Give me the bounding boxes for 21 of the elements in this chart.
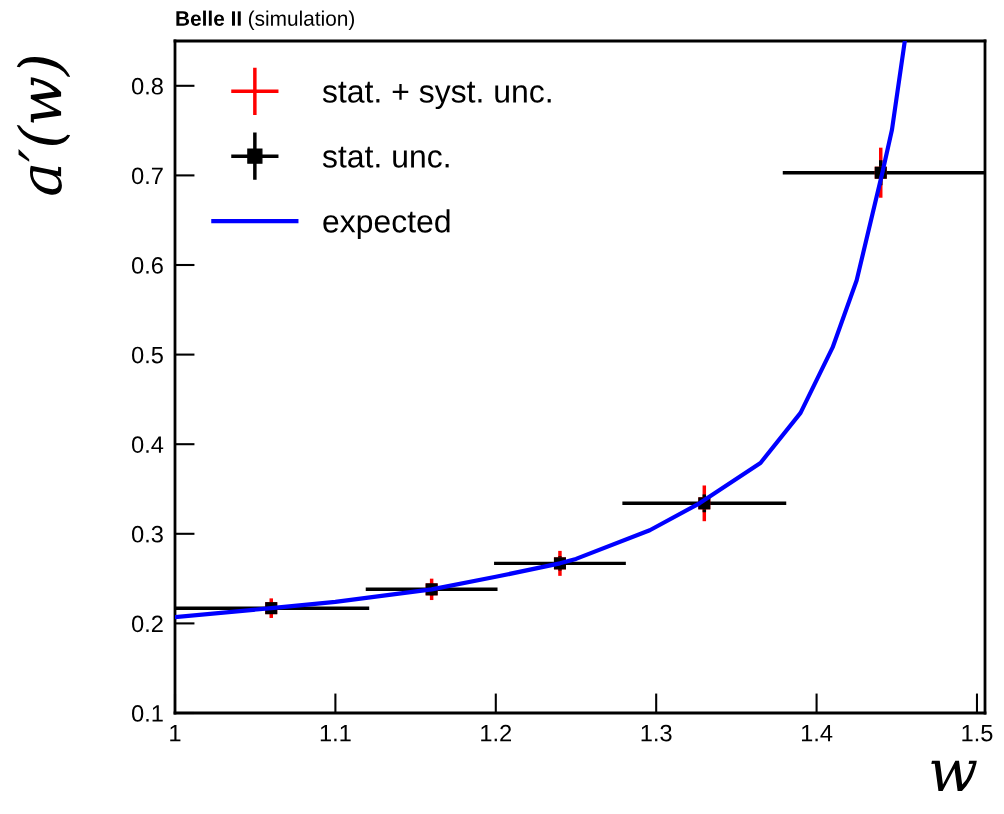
y-tick-label: 0.5 <box>131 346 163 364</box>
x-tick-label: 1.2 <box>481 724 512 742</box>
x-tick-label: 1.1 <box>320 724 351 742</box>
y-tick-label: 0.6 <box>131 257 163 274</box>
y-tick-label: 0.4 <box>131 436 164 453</box>
y-tick-label: 0.2 <box>131 615 163 633</box>
legend-label: stat. + syst. unc. <box>322 81 551 110</box>
y-axis-title: a′(w) <box>16 56 71 195</box>
y-tick-label: 0.1 <box>131 705 163 722</box>
legend-label: expected <box>323 209 450 239</box>
chart-title: Belle II <box>176 10 241 26</box>
x-tick-label: 1.4 <box>801 724 833 742</box>
y-tick-label: 0.7 <box>131 167 163 185</box>
x-tick-label: 1.3 <box>641 724 672 742</box>
x-axis-title: w <box>931 760 977 792</box>
y-tick-label: 0.8 <box>131 77 163 95</box>
x-tick-label: 1 <box>170 724 181 742</box>
chart-subtitle: (simulation) <box>248 10 355 30</box>
x-tick-label: 1.5 <box>962 724 993 742</box>
y-tick-label: 0.3 <box>131 525 163 543</box>
legend-label: stat. unc. <box>322 146 449 168</box>
